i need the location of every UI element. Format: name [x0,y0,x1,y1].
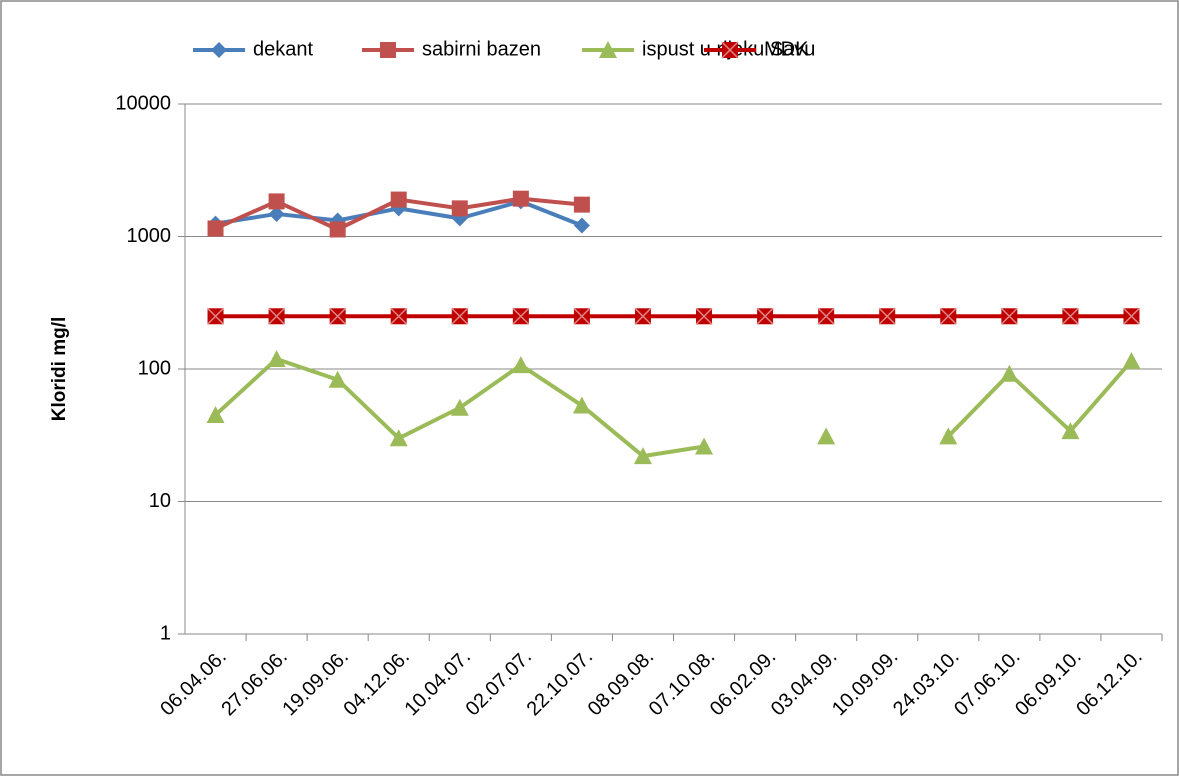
marker [939,427,958,445]
marker [450,398,469,416]
y-tick-label: 100 [138,357,171,379]
y-axis-label: Kloridi mg/l [49,317,70,422]
marker [329,307,347,325]
marker [817,307,835,325]
marker [511,356,530,374]
marker [1061,422,1080,440]
marker [207,307,225,325]
legend-marker [599,41,617,58]
marker [512,190,529,207]
marker [573,217,590,234]
marker [1000,307,1018,325]
legend-marker [380,42,396,58]
marker [206,405,225,423]
marker [268,205,285,222]
marker [939,307,957,325]
marker [878,307,896,325]
marker [268,307,286,325]
legend-label: MDK [764,38,809,60]
marker [756,307,774,325]
marker [573,196,590,213]
marker [389,429,408,447]
marker [572,396,591,414]
marker [695,307,713,325]
legend-label: dekant [253,38,313,60]
y-tick-label: 1 [160,622,171,644]
marker [451,200,468,217]
legend-marker [721,41,739,59]
legend-marker [211,42,227,58]
marker [390,307,408,325]
marker [451,307,469,325]
marker [328,370,347,388]
legend-label: sabirni bazen [422,38,541,60]
marker [512,307,530,325]
marker [633,447,652,465]
marker [267,349,286,367]
marker [207,220,224,237]
marker [1122,351,1141,369]
marker [268,193,285,210]
y-tick-label: 1000 [127,225,172,247]
marker [329,221,346,238]
marker [695,437,714,455]
marker [1000,364,1019,382]
marker [1061,307,1079,325]
marker [634,307,652,325]
y-tick-label: 10 [149,490,171,512]
marker [390,191,407,208]
y-tick-label: 10000 [115,92,171,114]
marker [573,307,591,325]
marker [817,427,836,445]
marker [1122,307,1141,325]
